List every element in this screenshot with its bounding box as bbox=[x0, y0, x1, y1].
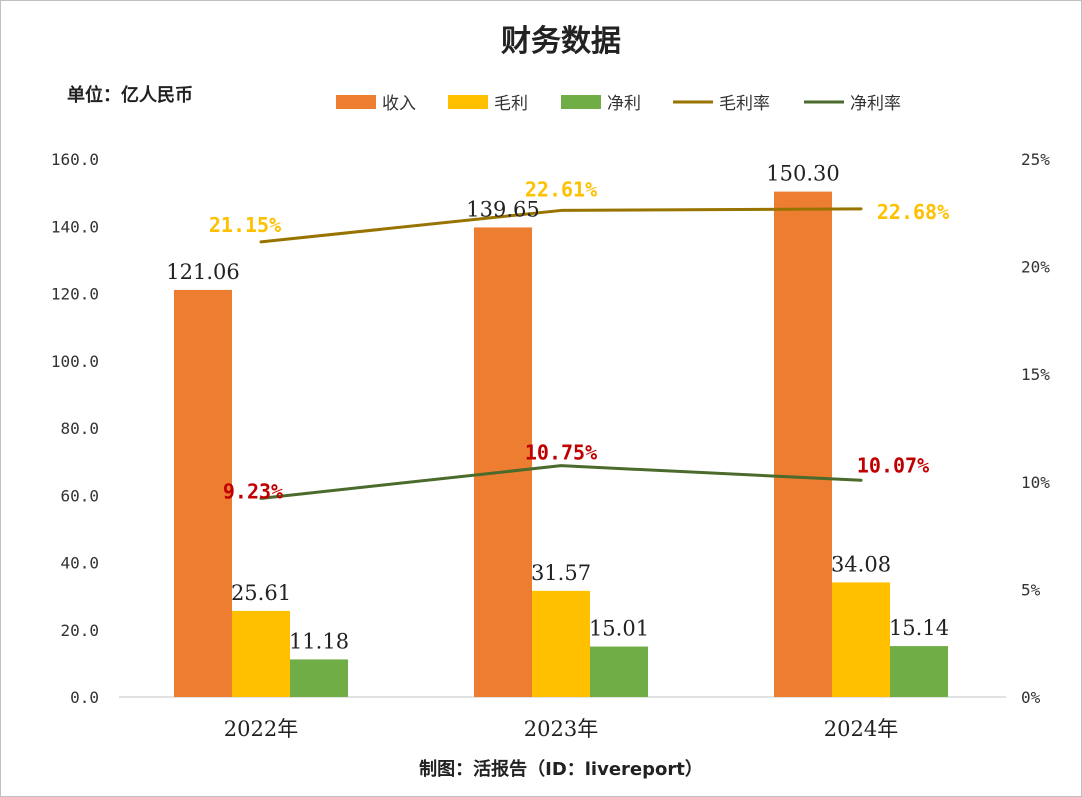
bar-labels: 121.06 139.65 150.30 25.61 31.57 34.08 11.18 15… bbox=[166, 162, 949, 654]
line-value-label: 9.23% bbox=[223, 479, 283, 503]
bar bbox=[590, 646, 648, 697]
legend-label: 净利率 bbox=[850, 94, 901, 114]
y-left-tick-label: 120.0 bbox=[51, 285, 99, 304]
x-category-label: 2023年 bbox=[524, 717, 598, 741]
x-category-label: 2024年 bbox=[824, 717, 898, 741]
y-left-tick-label: 160.0 bbox=[51, 150, 99, 169]
x-axis-categories: 2022年 2023年 2024年 bbox=[224, 717, 898, 741]
y-left-tick-label: 0.0 bbox=[70, 688, 99, 707]
legend-swatch bbox=[448, 95, 488, 109]
legend-item: 收入 bbox=[336, 94, 416, 114]
line-value-label: 21.15% bbox=[209, 213, 281, 237]
legend-item: 毛利率 bbox=[673, 94, 770, 114]
bars bbox=[174, 191, 948, 697]
bar bbox=[474, 227, 532, 697]
bar-value-label: 31.57 bbox=[531, 561, 591, 585]
y-right-tick-label: 20% bbox=[1021, 258, 1050, 277]
bar bbox=[532, 590, 590, 697]
y-right-tick-label: 15% bbox=[1021, 365, 1050, 384]
x-category-label: 2022年 bbox=[224, 717, 298, 741]
line-labels: 21.15% 22.61% 22.68% 9.23% 10.75% 10.07% bbox=[209, 177, 949, 503]
bar-value-label: 34.08 bbox=[831, 552, 891, 576]
unit-label: 单位：亿人民币 bbox=[67, 84, 193, 106]
bar bbox=[890, 646, 948, 697]
bar-value-label: 11.18 bbox=[289, 629, 349, 653]
lines bbox=[259, 207, 863, 500]
bar bbox=[232, 610, 290, 697]
legend-label: 毛利率 bbox=[719, 94, 770, 114]
legend-item: 净利率 bbox=[804, 94, 901, 114]
y-axis-left: 0.0 20.0 40.0 60.0 80.0 100.0 120.0 140.0 160.0 bbox=[51, 150, 99, 707]
bar-value-label: 15.14 bbox=[889, 616, 949, 640]
y-left-tick-label: 80.0 bbox=[60, 419, 99, 438]
y-right-tick-label: 0% bbox=[1021, 688, 1041, 707]
bar-value-label: 139.65 bbox=[466, 197, 539, 221]
bar-value-label: 121.06 bbox=[166, 260, 239, 284]
bar bbox=[290, 659, 348, 697]
legend-swatch bbox=[336, 95, 376, 109]
y-right-tick-label: 5% bbox=[1021, 580, 1041, 599]
line-series bbox=[259, 207, 863, 244]
bar bbox=[774, 191, 832, 697]
footer-credit: 制图：活报告（ID：livereport） bbox=[419, 758, 703, 780]
y-left-tick-label: 140.0 bbox=[51, 217, 99, 236]
legend-label: 收入 bbox=[382, 94, 416, 114]
bar-value-label: 15.01 bbox=[589, 617, 649, 641]
y-left-tick-label: 100.0 bbox=[51, 352, 99, 371]
line-series bbox=[259, 464, 863, 500]
y-left-tick-label: 60.0 bbox=[60, 486, 99, 505]
bar bbox=[832, 582, 890, 697]
legend-label: 毛利 bbox=[494, 94, 528, 114]
line-value-label: 10.75% bbox=[525, 441, 597, 465]
legend-label: 净利 bbox=[607, 94, 641, 114]
bar-value-label: 25.61 bbox=[231, 581, 291, 605]
legend: 收入 毛利 净利 毛利率 净利率 bbox=[336, 94, 901, 114]
bar bbox=[174, 289, 232, 697]
y-left-tick-label: 40.0 bbox=[60, 554, 99, 573]
y-axis-right: 0% 5% 10% 15% 20% 25% bbox=[1021, 150, 1050, 707]
legend-item: 毛利 bbox=[448, 94, 528, 114]
legend-swatch bbox=[561, 95, 601, 109]
y-right-tick-label: 10% bbox=[1021, 473, 1050, 492]
bar-value-label: 150.30 bbox=[766, 162, 839, 186]
y-left-tick-label: 20.0 bbox=[60, 621, 99, 640]
line-value-label: 22.68% bbox=[877, 200, 949, 224]
legend-item: 净利 bbox=[561, 94, 641, 114]
chart-title: 财务数据 bbox=[501, 24, 621, 59]
line-value-label: 10.07% bbox=[857, 453, 929, 477]
y-right-tick-label: 25% bbox=[1021, 150, 1050, 169]
line-value-label: 22.61% bbox=[525, 177, 597, 201]
